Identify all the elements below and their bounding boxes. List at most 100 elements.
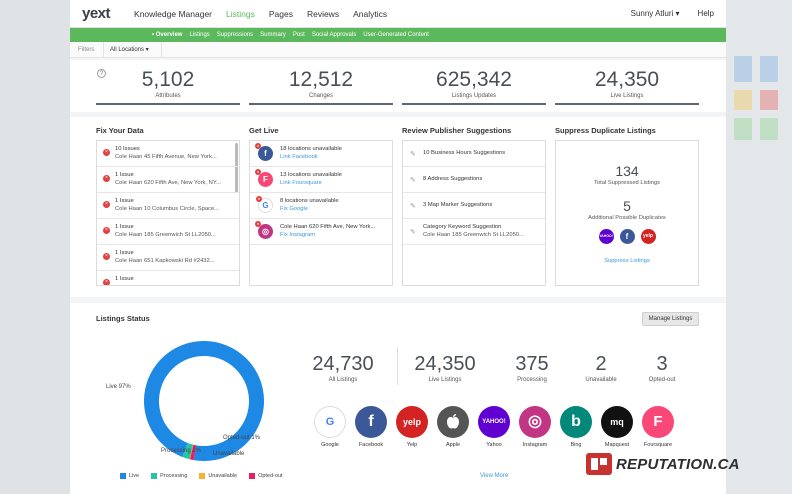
list-item[interactable]: ✎ 3 Map Marker Suggestions — [403, 193, 545, 219]
filters-label[interactable]: Filters — [70, 41, 104, 58]
list-item[interactable]: × f 18 locations unavailable Link Facebook — [250, 141, 392, 167]
list-item[interactable]: × 1 Issue Cole Haan 651 Kapkowski Rd #2432… — [97, 245, 239, 271]
list-item[interactable]: × G 8 locations unavailable Fix Google — [250, 193, 392, 219]
user-menu[interactable]: Sunny Atluri ▾ — [630, 9, 680, 18]
nav-knowledge-manager[interactable]: Knowledge Manager — [134, 8, 213, 19]
stat-live: 24,350 Live Listings — [414, 353, 476, 383]
help-icon[interactable]: ? — [97, 69, 106, 78]
cards-row: Fix Your Data × 10 Issues Cole Haan 45 Fif… — [70, 117, 726, 297]
background-left — [0, 0, 70, 494]
facebook-icon: f — [619, 229, 635, 244]
yelp-icon: yelp — [640, 229, 656, 244]
chart-label-live: Live 97% — [106, 384, 131, 390]
subnav-overview[interactable]: • Overview — [152, 32, 183, 38]
legend-item[interactable]: Opted-out — [249, 473, 283, 479]
slice-processing[interactable] — [182, 442, 194, 460]
reputation-logo-icon — [586, 453, 612, 475]
suppressed-label: Total Suppressed Listings — [593, 180, 661, 186]
listings-status-panel: Listings Status Manage Listings Live 97%… — [70, 303, 726, 494]
google-icon: × G — [256, 196, 273, 213]
foursquare-icon: F — [642, 406, 674, 438]
yelp-icon: yelp — [396, 406, 428, 438]
suppress-listings-link[interactable]: Suppress Listings — [604, 258, 650, 264]
error-icon: × — [103, 253, 110, 260]
stat-listings-updates: 625,342 Listings Updates — [402, 68, 546, 105]
edit-icon: ✎ — [410, 151, 416, 158]
view-more-link[interactable]: View More — [480, 473, 509, 479]
slice-opted-out[interactable] — [189, 444, 197, 461]
list-item[interactable]: ✎ 8 Address Suggestions — [403, 167, 545, 193]
help-link[interactable]: Help — [697, 9, 714, 18]
subnav-summary[interactable]: Summary — [260, 32, 286, 38]
publisher-facebook[interactable]: f Facebook — [355, 406, 387, 448]
sub-nav: • Overview Listings Suppressions Summary… — [70, 28, 726, 42]
stat-unavailable: 2 Unavailable — [585, 353, 617, 383]
subnav-ugc[interactable]: User-Generated Content — [363, 32, 429, 38]
edit-icon: ✎ — [410, 203, 416, 210]
publisher-google[interactable]: G Google — [314, 406, 346, 448]
publisher-foursquare[interactable]: F Foursquare — [642, 406, 674, 448]
yext-logo[interactable]: yext — [82, 5, 111, 22]
error-icon: × — [103, 279, 110, 285]
publisher-apple[interactable]: Apple — [437, 406, 469, 448]
list-item[interactable]: × 1 Issue Cole Haan 10 Columbus Circle, Sp… — [97, 193, 239, 219]
foursquare-icon: × F — [255, 169, 273, 187]
chart-legend: Live Processing Unavailable Opted-out — [120, 473, 283, 479]
instagram-icon: ◎ — [519, 406, 551, 438]
get-live-title: Get Live — [249, 126, 279, 135]
publisher-yelp[interactable]: yelp Yelp — [396, 406, 428, 448]
instagram-icon: × ◎ — [255, 221, 273, 239]
suggestions-title: Review Publisher Suggestions — [402, 126, 512, 135]
publisher-yahoo[interactable]: YAHOO! Yahoo — [478, 406, 510, 448]
publisher-mapquest[interactable]: mq Mapquest — [601, 406, 633, 448]
possible-label: Additional Possible Duplicates — [588, 215, 666, 221]
facebook-icon: f — [355, 406, 387, 438]
subnav-social-approvals[interactable]: Social Approvals — [311, 32, 357, 38]
nav-analytics[interactable]: Analytics — [353, 8, 388, 19]
list-item[interactable]: × 1 Issue Cole Haan 185 Greenwich St LL205… — [97, 219, 239, 245]
error-icon: × — [103, 227, 110, 234]
filter-bar: Filters All Locations ▾ — [70, 41, 726, 58]
stat-all-listings: 24,730 All Listings — [312, 353, 374, 383]
nav-pages[interactable]: Pages — [268, 8, 293, 19]
legend-item[interactable]: Processing — [151, 473, 187, 479]
top-nav: yext Knowledge Manager Listings Pages Re… — [70, 0, 726, 28]
background-right — [726, 0, 792, 494]
duplicates-box: 134 Total Suppressed Listings 5 Addition… — [555, 140, 699, 286]
subnav-listings[interactable]: Listings — [189, 32, 210, 38]
reputation-watermark: REPUTATION.CA — [586, 453, 740, 475]
mapquest-icon: mq — [601, 406, 633, 438]
error-icon: × — [103, 201, 110, 208]
stats-panel: ? 5,102 Attributes 12,512 Changes 625,34… — [70, 60, 726, 112]
list-item[interactable]: × F 13 locations unavailable Link Foursquar… — [250, 167, 392, 193]
list-item[interactable]: ✎ 10 Business Hours Suggestions — [403, 141, 545, 167]
publisher-bing[interactable]: b Bing — [560, 406, 592, 448]
edit-icon: ✎ — [410, 229, 416, 236]
app-frame: yext Knowledge Manager Listings Pages Re… — [70, 0, 726, 494]
subnav-suppressions[interactable]: Suppressions — [216, 32, 254, 38]
bing-icon: b — [560, 406, 592, 438]
suggestions-list: ✎ 10 Business Hours Suggestions ✎ 8 Addres… — [402, 140, 546, 286]
facebook-icon: × f — [255, 143, 273, 161]
list-item[interactable]: × ◎ Cole Haan 620 Fifth Ave, New York... Fi… — [250, 219, 392, 245]
manage-listings-button[interactable]: Manage Listings — [642, 312, 699, 326]
subnav-post[interactable]: Post — [292, 32, 305, 38]
slice-live[interactable] — [144, 341, 265, 461]
list-item[interactable]: × 10 Issues Cole Haan 45 Fifth Avenue, New… — [97, 141, 239, 167]
stat-live-listings: 24,350 Live Listings — [555, 68, 699, 105]
list-item[interactable]: ✎ Category Keyword Suggestion Cole Haan 18… — [403, 219, 545, 245]
legend-item[interactable]: Unavailable — [199, 473, 237, 479]
chart-label-optedout: Opted-out 1% — [223, 435, 261, 441]
legend-item[interactable]: Live — [120, 473, 139, 479]
list-item[interactable]: × 1 Issue Cole Haan 620 Fifth Ave, New Yor… — [97, 167, 239, 193]
slice-unavailable[interactable] — [189, 444, 194, 460]
nav-listings[interactable]: Listings — [226, 8, 255, 19]
list-item[interactable]: × 1 Issue — [97, 271, 239, 285]
nav-reviews[interactable]: Reviews — [306, 8, 340, 19]
listings-status-title: Listings Status — [96, 314, 150, 323]
google-icon: G — [314, 406, 346, 438]
publisher-instagram[interactable]: ◎ Instagram — [519, 406, 551, 448]
error-icon: × — [103, 175, 110, 182]
location-select[interactable]: All Locations ▾ — [104, 41, 162, 58]
scrollbar[interactable] — [235, 143, 238, 193]
